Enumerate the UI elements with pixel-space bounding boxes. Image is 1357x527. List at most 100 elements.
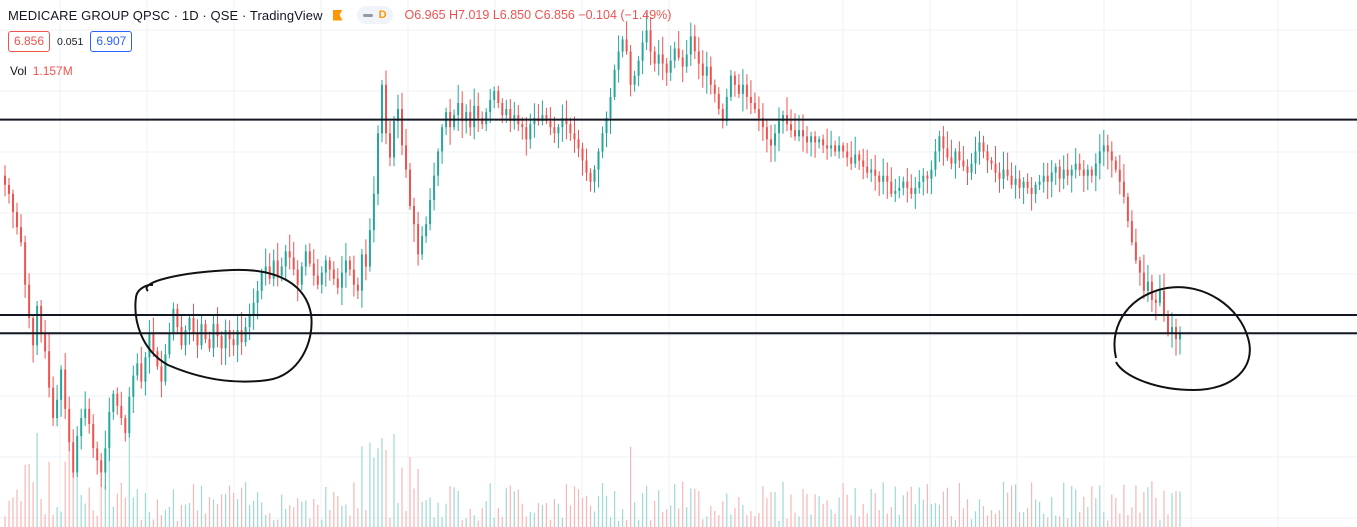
candle-body [216, 324, 219, 337]
volume-bar [766, 498, 768, 527]
candle-body [1158, 290, 1161, 303]
volume-bar [104, 486, 106, 527]
candle-body [629, 51, 632, 85]
symbol-title[interactable]: MEDICARE GROUP QPSC · 1D · QSE · Trading… [8, 7, 323, 23]
volume-bar [694, 488, 696, 527]
candle-body [48, 351, 51, 388]
candle-body [986, 151, 989, 161]
candle-body [1154, 299, 1157, 303]
candle-body [36, 305, 39, 346]
candle-body [814, 136, 817, 143]
volume-bar [40, 499, 42, 527]
candle-body [132, 375, 135, 397]
volume-bar [417, 468, 419, 527]
volume-bar [497, 507, 499, 527]
volume-bar [922, 499, 924, 527]
candle-body [585, 160, 588, 173]
volume-bar [1163, 490, 1165, 527]
candle-body [810, 136, 813, 143]
volume-bar [750, 511, 752, 527]
volume-bar [208, 497, 211, 527]
flag-icon[interactable] [332, 9, 343, 21]
volume-bar [453, 487, 455, 527]
volume-bar [782, 481, 784, 527]
candle-body [477, 106, 480, 119]
candle-body [417, 224, 420, 255]
candle-body [617, 51, 620, 70]
candle-body [136, 363, 139, 376]
volume-bar [1147, 487, 1149, 527]
volume-bar [56, 507, 58, 527]
candle-body [505, 109, 508, 116]
candle-body [910, 187, 913, 194]
candle-body [713, 84, 716, 94]
volume-bar [373, 457, 375, 527]
candle-body [1150, 281, 1153, 300]
volume-bar [1059, 516, 1061, 527]
volume-bar [285, 508, 287, 527]
candle-body [862, 160, 865, 167]
candle-body [453, 115, 456, 128]
volume-bar [650, 520, 652, 527]
candle-body [1114, 160, 1117, 170]
low-value: 6.850 [499, 8, 532, 22]
candle-body [433, 175, 436, 200]
candle-body [561, 118, 564, 128]
candle-body [1054, 166, 1057, 173]
volume-bar [662, 511, 664, 527]
volume-bar [433, 517, 435, 527]
volume-bar [1079, 512, 1081, 527]
candle-body [461, 103, 464, 122]
volume-bar [112, 506, 114, 527]
ask-button[interactable]: 6.907 [90, 31, 133, 52]
candle-body [826, 145, 829, 149]
volume-bar [774, 492, 776, 527]
volume-bar [1103, 511, 1105, 527]
volume-bar [902, 495, 904, 527]
eye-icon[interactable] [362, 13, 373, 17]
volume-bar [160, 515, 162, 527]
candle-body [1179, 333, 1181, 340]
candle-body [966, 166, 969, 173]
volume-bar [569, 505, 571, 527]
candle-body [40, 305, 43, 334]
volume-bar [638, 519, 640, 527]
candle-body [377, 133, 379, 194]
candle-body [565, 118, 568, 125]
volume-bar [866, 513, 868, 527]
volume-bar [196, 510, 199, 527]
volume-bar [437, 502, 439, 527]
volume-bar [60, 511, 62, 527]
volume-bar [1127, 514, 1129, 527]
candle-body [882, 175, 885, 182]
candle-body [497, 90, 500, 103]
volume-legend[interactable]: Vol 1.157M [10, 64, 73, 78]
volume-bar [966, 499, 969, 527]
volume-bar [722, 501, 724, 527]
volume-bar [385, 449, 387, 527]
indicator-pill[interactable]: D [356, 6, 393, 24]
volume-bar [1019, 512, 1021, 527]
volume-bar [273, 520, 275, 527]
candle-body [709, 66, 712, 85]
volume-bar [982, 506, 985, 527]
candle-body [405, 145, 407, 170]
volume-bar [561, 517, 563, 527]
bid-button[interactable]: 6.856 [8, 31, 51, 52]
volume-bar [573, 486, 576, 527]
candle-body [697, 51, 700, 64]
volume-bar [297, 498, 299, 527]
candle-body [1074, 163, 1077, 170]
volume-bar [389, 517, 391, 527]
volume-bar [790, 494, 792, 527]
candle-body [541, 115, 544, 122]
candle-body [593, 169, 596, 182]
volume-bar [100, 486, 102, 527]
high-value: 7.019 [458, 8, 490, 22]
candle-body [336, 278, 339, 288]
candle-body [609, 96, 612, 119]
volume-bar [305, 500, 307, 527]
volume-bar [301, 501, 303, 527]
candle-body [665, 63, 668, 73]
